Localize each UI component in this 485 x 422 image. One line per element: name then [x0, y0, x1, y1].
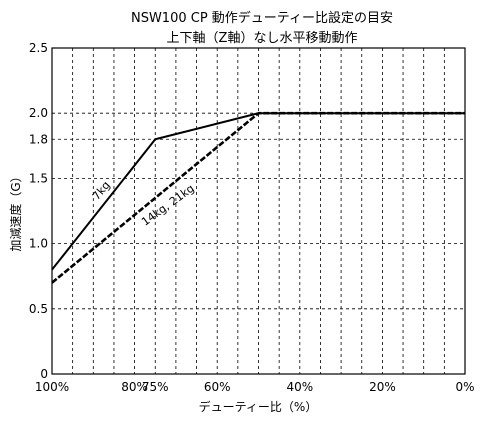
y-tick-label: 0.5: [29, 302, 48, 316]
y-tick-label: 2.5: [29, 41, 48, 55]
y-axis-label: 加減速度（G）: [8, 170, 23, 251]
y-tick-label: 1.5: [29, 171, 48, 185]
plot-frame: [51, 47, 466, 375]
x-tick-label: 75%: [142, 380, 169, 394]
chart-title-line2: 上下軸（Z軸）なし水平移動動作: [167, 31, 358, 46]
plot-lines: [51, 111, 465, 284]
y-tick-label: 0: [40, 367, 48, 381]
x-tick-label: 100%: [35, 380, 69, 394]
y-tick-label: 1.8: [29, 132, 48, 146]
x-tick-label: 60%: [204, 380, 231, 394]
series-line-14kg-21kg: [51, 111, 465, 284]
y-tick-label: 2.0: [29, 106, 48, 120]
x-tick-label: 0%: [455, 380, 474, 394]
x-tick-label: 40%: [286, 380, 313, 394]
x-tick-labels: 100% 80%75% 60% 40% 20% 0%: [35, 380, 475, 394]
y-tick-label: 1.0: [29, 237, 48, 251]
x-tick-label: 20%: [369, 380, 396, 394]
x-tick-label: 80%: [121, 380, 148, 394]
gridlines: [52, 48, 465, 374]
chart-title-line1: NSW100 CP 動作デューティー比設定の目安: [131, 10, 393, 26]
y-tick-labels: 0 0.5 1.0 1.5 1.8 2.0 2.5: [29, 41, 48, 381]
x-axis-label: デューティー比（%）: [199, 399, 318, 414]
